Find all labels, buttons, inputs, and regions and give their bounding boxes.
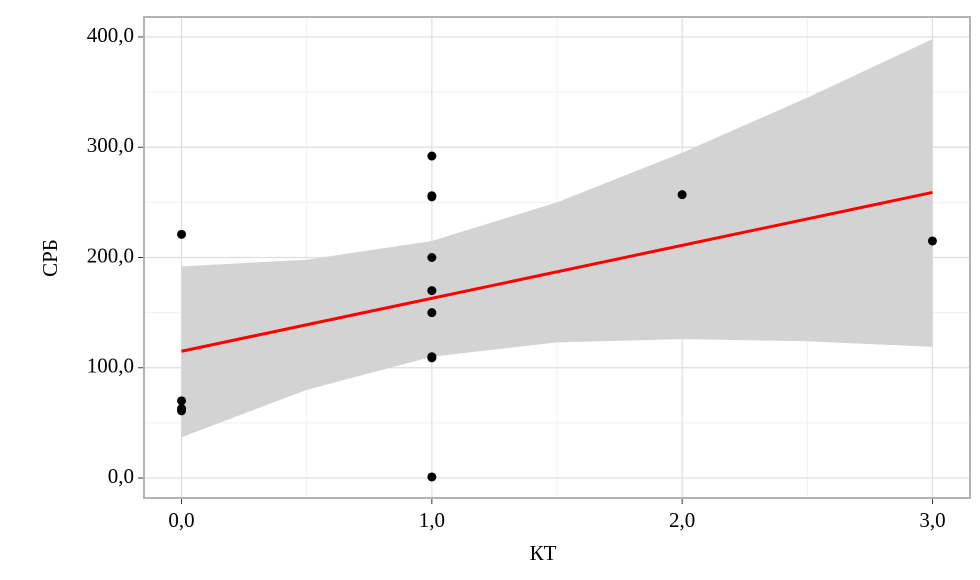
- y-axis-label: СРБ: [38, 239, 62, 277]
- y-tick-label: 0,0: [108, 464, 134, 488]
- point: [927, 236, 937, 246]
- y-tick-label: 200,0: [87, 243, 134, 267]
- point: [427, 151, 437, 161]
- y-tick-label: 400,0: [87, 23, 134, 47]
- x-tick-label: 0,0: [168, 508, 194, 532]
- point: [427, 472, 437, 482]
- point: [177, 229, 187, 239]
- point: [427, 286, 437, 296]
- x-tick-label: 3,0: [919, 508, 945, 532]
- y-tick-label: 100,0: [87, 354, 134, 378]
- point: [427, 353, 437, 363]
- fit-line: [181, 190, 933, 353]
- y-tick-label: 300,0: [87, 133, 134, 157]
- point: [427, 308, 437, 318]
- point: [427, 253, 437, 262]
- point: [677, 190, 687, 200]
- point: [427, 192, 437, 202]
- x-tick-label: 1,0: [419, 508, 445, 532]
- plot-border: [143, 16, 971, 499]
- confidence-band: [181, 39, 933, 438]
- point: [177, 406, 187, 416]
- x-axis-label: КТ: [530, 541, 557, 565]
- point: [177, 396, 187, 406]
- x-tick-label: 2,0: [669, 508, 695, 532]
